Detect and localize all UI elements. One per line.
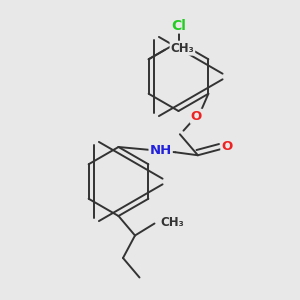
Text: O: O	[221, 140, 233, 153]
Text: O: O	[191, 110, 202, 123]
Text: Cl: Cl	[171, 19, 186, 32]
Text: NH: NH	[149, 144, 172, 157]
Text: CH₃: CH₃	[170, 42, 194, 55]
Text: CH₃: CH₃	[160, 215, 184, 229]
